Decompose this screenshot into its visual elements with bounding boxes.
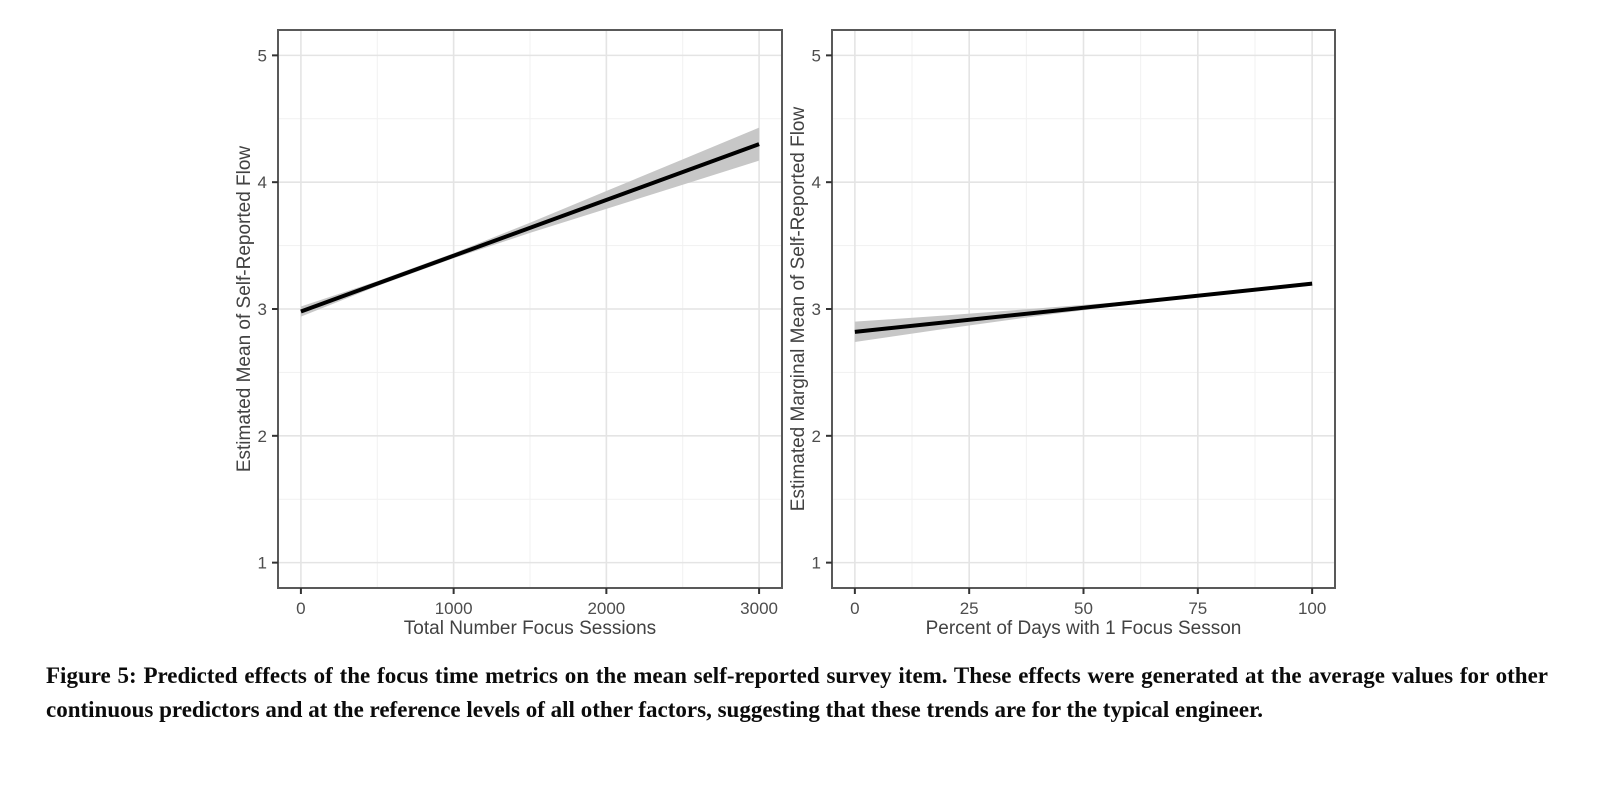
x-tick-label: 50	[1074, 599, 1093, 618]
trend-line	[854, 281, 1313, 334]
figure-caption: Figure 5: Predicted effects of the focus…	[46, 663, 1548, 722]
y-axis-title: Estimated Mean of Self-Reported Flow	[234, 146, 255, 473]
chart-percent-days-focus: 0 25 50 75 100 1 2 3 4 5 Percent of Days with 1 Fo…	[788, 29, 1336, 639]
axes: 0 1000 2000 3000 1 2 3 4 5	[258, 46, 778, 618]
x-tick-label: 3000	[740, 599, 778, 618]
x-tick-label: 2000	[587, 599, 625, 618]
y-tick-label: 2	[812, 427, 821, 446]
gridlines	[832, 30, 1335, 588]
trend-line	[300, 142, 760, 314]
axes: 0 25 50 75 100 1 2 3 4 5	[812, 46, 1327, 618]
y-tick-label: 4	[258, 173, 267, 192]
y-tick-label: 4	[812, 173, 821, 192]
x-axis-title: Total Number Focus Sessions	[404, 618, 656, 639]
y-axis-title: Estimated Marginal Mean of Self-Reported…	[788, 107, 809, 512]
x-axis-title: Percent of Days with 1 Focus Sesson	[926, 618, 1242, 639]
y-tick-label: 1	[812, 554, 821, 573]
x-tick-label: 0	[850, 599, 859, 618]
x-tick-label: 25	[960, 599, 979, 618]
gridlines	[278, 30, 782, 588]
y-tick-label: 2	[258, 427, 267, 446]
x-tick-label: 0	[296, 599, 305, 618]
x-tick-label: 75	[1188, 599, 1207, 618]
y-tick-label: 5	[258, 46, 267, 65]
chart-total-focus-sessions: 0 1000 2000 3000 1 2 3 4 5 Total Number Focus Ses…	[234, 29, 783, 639]
x-tick-label: 100	[1298, 599, 1326, 618]
y-tick-label: 5	[812, 46, 821, 65]
y-tick-label: 3	[812, 300, 821, 319]
y-tick-label: 3	[258, 300, 267, 319]
x-tick-label: 1000	[435, 599, 473, 618]
y-tick-label: 1	[258, 554, 267, 573]
